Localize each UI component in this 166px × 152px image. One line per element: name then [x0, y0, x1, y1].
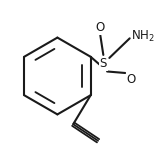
Text: O: O	[126, 73, 136, 86]
Text: NH$_2$: NH$_2$	[131, 29, 155, 44]
Text: O: O	[96, 21, 105, 34]
Text: S: S	[100, 57, 107, 70]
